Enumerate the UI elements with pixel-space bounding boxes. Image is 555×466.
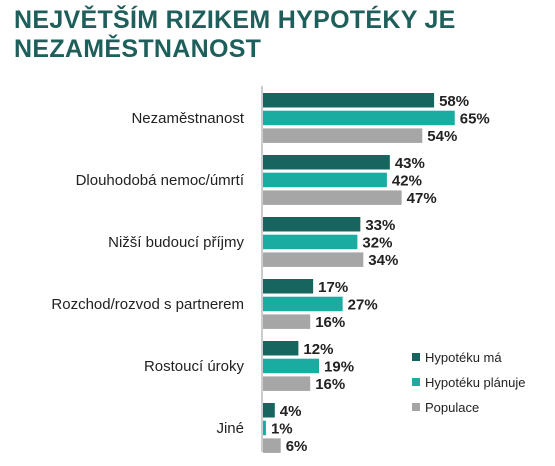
bar-1	[263, 403, 275, 418]
category-label: Rostoucí úroky	[144, 358, 245, 375]
bar-3	[263, 438, 281, 453]
bar-1	[263, 217, 361, 232]
data-label: 16%	[315, 376, 345, 393]
bar-3	[263, 314, 311, 329]
bar-2	[263, 296, 343, 312]
data-label: 33%	[365, 217, 395, 234]
data-label: 27%	[348, 296, 378, 313]
category-label: Dlouhodobá nemoc/úmrtí	[76, 172, 245, 189]
category-label: Jiné	[216, 420, 244, 437]
category-label: Nižší budoucí příjmy	[108, 234, 244, 251]
bar-3	[263, 252, 364, 267]
data-label: 58%	[439, 93, 469, 110]
bar-2	[263, 358, 320, 374]
bar-2	[263, 420, 266, 436]
bar-1	[263, 341, 299, 356]
data-label: 54%	[427, 128, 457, 145]
legend-label: Populace	[425, 400, 479, 415]
data-label: 65%	[460, 110, 490, 127]
data-label: 6%	[286, 438, 308, 455]
data-label: 42%	[392, 172, 422, 189]
bar-1	[263, 155, 390, 170]
data-label: 32%	[362, 234, 392, 251]
bar-2	[263, 172, 387, 188]
legend-swatch	[412, 353, 420, 361]
data-label: 47%	[407, 190, 437, 207]
bar-2	[263, 234, 358, 250]
bar-3	[263, 190, 402, 205]
data-label: 16%	[315, 314, 345, 331]
bar-2	[263, 110, 455, 126]
category-label: Rozchod/rozvod s partnerem	[51, 296, 244, 313]
bar-3	[263, 128, 423, 143]
chart-title: NEJVĚTŠÍM RIZIKEM HYPOTÉKY JE NEZAMĚSTNA…	[14, 6, 456, 63]
legend-swatch	[412, 378, 420, 386]
data-label: 19%	[324, 358, 354, 375]
legend-label: Hypotéku má	[425, 350, 502, 365]
data-label: 17%	[318, 279, 348, 296]
bar-3	[263, 376, 311, 391]
data-label: 34%	[368, 252, 398, 269]
data-label: 4%	[280, 403, 302, 420]
bar-1	[263, 279, 314, 294]
data-label: 1%	[271, 420, 293, 437]
legend-swatch	[412, 403, 420, 411]
category-label: Nezaměstnanost	[131, 110, 244, 127]
data-label: 43%	[395, 155, 425, 172]
data-label: 12%	[303, 341, 333, 358]
bar-1	[263, 93, 435, 108]
legend-label: Hypotéku plánuje	[425, 375, 525, 390]
